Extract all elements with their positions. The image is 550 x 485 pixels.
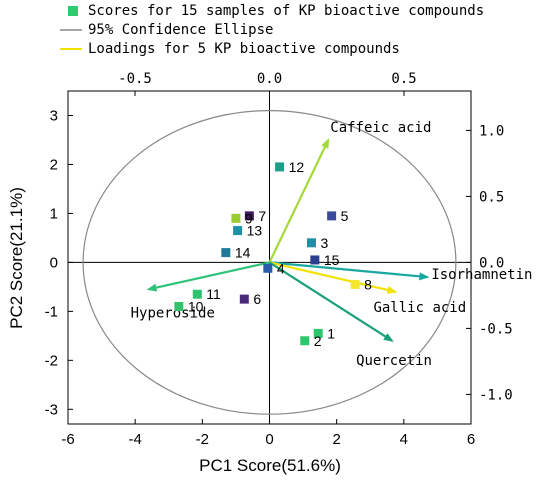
- right-tick-label: 0.5: [479, 189, 504, 205]
- x-tick-label: -4: [128, 431, 141, 448]
- top-tick-label: 0.0: [257, 71, 282, 87]
- x-tick-label: 4: [400, 431, 408, 448]
- legend-label-scores: Scores for 15 samples of KP bioactive co…: [88, 3, 484, 19]
- score-label: 11: [206, 286, 221, 302]
- score-label: 15: [324, 252, 340, 268]
- score-label: 12: [289, 159, 305, 175]
- score-label: 14: [235, 245, 251, 261]
- score-label: 7: [258, 208, 266, 224]
- loading-label: Caffeic acid: [330, 120, 431, 136]
- score-point: [174, 301, 184, 311]
- y-tick-label: 3: [50, 107, 58, 124]
- score-label: 8: [364, 276, 372, 292]
- score-label: 9: [245, 210, 253, 226]
- right-tick-label: -1.0: [479, 387, 513, 403]
- score-label: 1: [327, 325, 335, 341]
- score-point: [244, 211, 254, 221]
- right-tick-label: 1.0: [479, 123, 504, 139]
- score-label: 2: [314, 333, 322, 349]
- score-point: [263, 263, 273, 273]
- score-point: [231, 213, 241, 223]
- y-tick-label: -2: [45, 352, 58, 369]
- loading-arrow: [269, 261, 430, 281]
- right-tick-label: 0.0: [479, 255, 504, 271]
- loading-arrow: [268, 138, 330, 263]
- score-point: [239, 294, 249, 304]
- y-axis-label: PC2 Score(21.1%): [7, 187, 26, 329]
- score-point: [327, 211, 337, 221]
- x-axis-label: PC1 Score(51.6%): [199, 456, 341, 475]
- score-point: [310, 255, 320, 265]
- y-tick-label: -1: [45, 303, 58, 320]
- score-label: 10: [188, 298, 204, 314]
- legend: Scores for 15 samples of KP bioactive co…: [60, 3, 484, 57]
- x-tick-label: -2: [196, 431, 209, 448]
- y-tick-label: 1: [50, 205, 58, 222]
- x-tick-label: 2: [332, 431, 340, 448]
- x-tick-label: 6: [467, 431, 475, 448]
- loading-arrow: [146, 261, 270, 292]
- loading-label: Quercetin: [356, 353, 432, 369]
- score-label: 13: [247, 223, 263, 239]
- loading-label: Hyperoside: [131, 305, 215, 321]
- right-tick-label: -0.5: [479, 321, 513, 337]
- x-tick-label: 0: [265, 431, 273, 448]
- score-point: [221, 248, 231, 258]
- score-label: 6: [253, 291, 261, 307]
- loading-arrow: [269, 261, 398, 294]
- score-point: [233, 226, 243, 236]
- score-point: [350, 279, 360, 289]
- legend-label-ellipse: 95% Confidence Ellipse: [88, 22, 273, 38]
- loading-label: Gallic acid: [373, 300, 466, 316]
- score-label: 3: [320, 235, 328, 251]
- y-tick-label: -3: [45, 401, 58, 418]
- top-tick-label: -0.5: [118, 71, 152, 87]
- score-point: [313, 328, 323, 338]
- score-point: [275, 162, 285, 172]
- legend-label-loadings: Loadings for 5 KP bioactive compounds: [88, 41, 400, 57]
- y-tick-label: 0: [50, 254, 58, 271]
- score-point: [300, 336, 310, 346]
- loading-label: Isorhamnetin: [431, 267, 532, 283]
- top-tick-label: 0.5: [391, 71, 416, 87]
- confidence-ellipse: [82, 109, 457, 415]
- score-label: 5: [341, 208, 349, 224]
- loading-arrow: [268, 261, 394, 342]
- legend-marker-scores: [68, 6, 78, 16]
- y-tick-label: 2: [50, 156, 58, 173]
- score-point: [192, 289, 202, 299]
- x-tick-label: -6: [61, 431, 74, 448]
- score-label: 4: [277, 260, 285, 276]
- score-point: [306, 238, 316, 248]
